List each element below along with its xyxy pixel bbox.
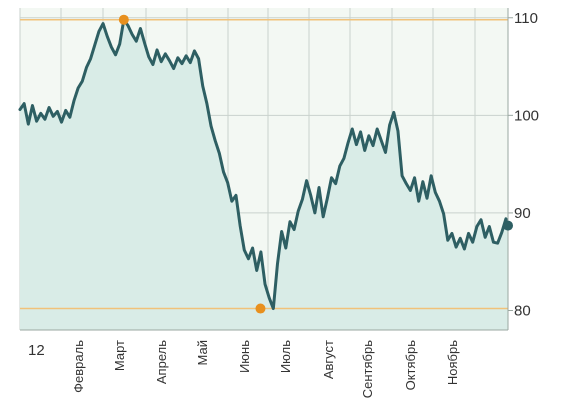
x-tick-label: Сентябрь [360,340,375,398]
x-tick-label: Март [112,340,127,371]
x-tick-label: Июль [278,340,293,373]
x-tick-label: Май [195,340,210,365]
x-tick-label: Ноябрь [445,340,460,385]
x-tick-label: 12 [28,342,45,359]
point-markers [118,14,513,314]
y-tick-label: 80 [514,302,531,319]
x-tick-label: Октябрь [403,340,418,391]
series-area-fill [20,19,508,331]
last-point-marker [503,220,513,231]
x-tick-label: Апрель [154,340,169,384]
min-point-marker [255,303,266,314]
y-tick-label: 100 [514,107,539,124]
series-line [18,18,510,311]
x-tick-label: Февраль [71,340,86,393]
x-tick-label: Август [321,340,336,379]
max-point-marker [118,14,129,25]
x-tick-label: Июнь [237,340,252,373]
x-tick-labels: 12 Февраль Март Апрель Май Июнь Июль Август Сент… [28,340,460,398]
y-tick-label: 110 [514,10,538,27]
y-tick-label: 90 [514,205,531,222]
y-tick-labels: 80 90 100 110 [508,10,539,319]
